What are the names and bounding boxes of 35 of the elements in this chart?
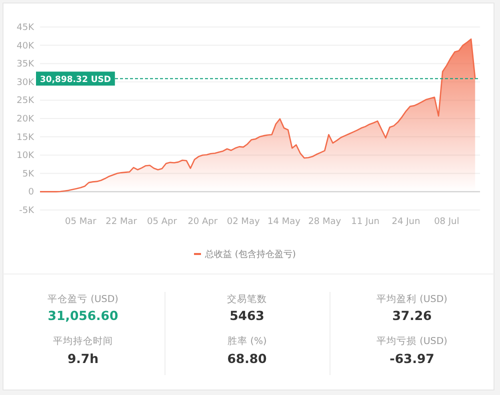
x-tick-label: 20 Apr [188,217,218,227]
text: 9.7h [67,351,99,366]
ref-line-label: 30,898.32 USD [40,75,111,86]
text: 胜率 (%) [227,335,267,347]
text: 平均亏损 (USD) [376,335,448,347]
x-tick-label: 14 May [268,217,302,227]
text: 交易笔数 [227,293,267,305]
y-tick-label: 25K [16,96,36,106]
text: -63.97 [390,351,434,366]
y-tick-label: 15K [16,132,36,143]
text: 68.80 [227,351,268,366]
x-tick-label: 02 May [226,217,260,227]
x-tick-label: 05 Apr [147,217,178,227]
x-tick-label: 22 Mar [106,217,138,227]
y-tick-label: -5K [19,206,36,216]
y-tick-label: 30K [16,78,36,88]
legend-label: 总收益 (包含持仓盈亏) [204,249,296,260]
text: 平均盈利 (USD) [376,293,448,305]
text: 平均持仓时间 [53,335,113,347]
y-tick-label: 35K [16,60,36,70]
x-tick-label: 11 Jun [351,217,380,227]
y-tick-label: 40K [16,41,36,52]
y-tick-label: 5K [22,169,36,180]
y-tick-label: 0 [28,188,34,198]
x-tick-label: 24 Jun [392,217,420,227]
x-tick-label: 08 Jul [434,217,460,227]
x-tick-label: 28 May [308,217,342,227]
text: 31,056.60 [48,308,118,323]
y-tick-label: 45K [16,23,36,33]
text: 平仓盈亏 (USD) [48,293,118,305]
text: 5463 [230,308,264,323]
y-tick-label: 20K [16,114,36,124]
y-tick-label: 10K [16,151,36,162]
text: 37.26 [392,308,432,323]
x-tick-label: 05 Mar [65,217,97,227]
